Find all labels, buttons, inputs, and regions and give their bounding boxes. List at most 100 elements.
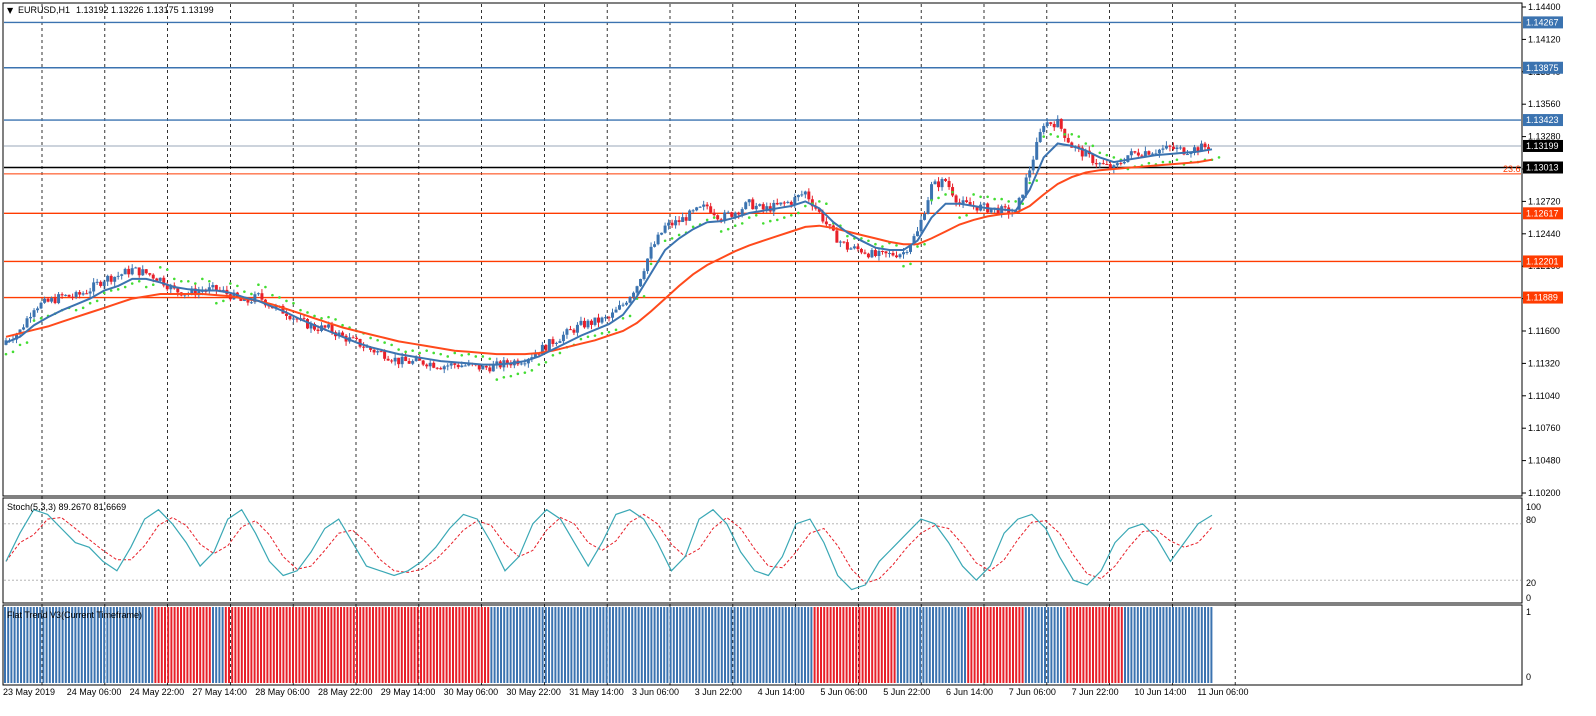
flat-trend-bar bbox=[1082, 607, 1085, 683]
parabolic-sar-dot bbox=[292, 301, 295, 305]
candle-body bbox=[961, 200, 965, 204]
candle-body bbox=[723, 212, 727, 222]
time-tick-label: 29 May 14:00 bbox=[381, 687, 436, 697]
candle-body bbox=[646, 258, 650, 272]
flat-trend-bar bbox=[199, 607, 202, 683]
flat-trend-bar bbox=[458, 607, 461, 683]
flat-trend-bar bbox=[848, 607, 851, 683]
parabolic-sar-dot bbox=[306, 311, 309, 314]
candle-body bbox=[1206, 147, 1210, 150]
flat-trend-bar bbox=[701, 607, 704, 683]
flat-trend-bar bbox=[138, 607, 141, 683]
flat-trend-bar bbox=[653, 607, 656, 683]
candle-body bbox=[712, 212, 716, 216]
parabolic-sar-dot bbox=[474, 355, 478, 358]
parabolic-sar-dot bbox=[663, 239, 667, 243]
flat-trend-bar bbox=[1152, 607, 1155, 683]
candle-body bbox=[330, 324, 334, 333]
candle-body bbox=[1028, 170, 1032, 178]
price-level-badge bbox=[1523, 16, 1563, 29]
flat-trend-bar bbox=[1140, 607, 1142, 683]
flat-trend-bar bbox=[448, 607, 451, 683]
flat-trend-bar bbox=[416, 607, 419, 683]
flat-trend-bar bbox=[743, 607, 746, 683]
parabolic-sar-dot bbox=[740, 222, 744, 225]
candle-body bbox=[537, 353, 541, 355]
flat-trend-bar bbox=[989, 607, 992, 683]
flat-trend-bar bbox=[1184, 607, 1187, 683]
flat-trend-bar bbox=[791, 607, 794, 683]
price-panel[interactable] bbox=[2, 2, 1523, 497]
flat-trend-bar bbox=[733, 607, 736, 683]
candle-body bbox=[653, 244, 657, 247]
flat-trend-bar bbox=[640, 607, 643, 683]
chart-dropdown-icon[interactable]: ▼ bbox=[7, 6, 14, 15]
flat-trend-bar bbox=[16, 607, 19, 683]
flat-trend-bar bbox=[1124, 607, 1126, 683]
candle-body bbox=[568, 329, 572, 331]
candle-body bbox=[39, 302, 43, 309]
parabolic-sar-dot bbox=[881, 245, 884, 248]
candle-body bbox=[737, 212, 741, 215]
parabolic-sar-dot bbox=[937, 196, 940, 200]
candle-body bbox=[954, 195, 958, 203]
parabolic-sar-dot bbox=[902, 264, 905, 268]
candle-body bbox=[302, 318, 306, 320]
candle-body bbox=[702, 204, 706, 207]
parabolic-sar-dot bbox=[376, 338, 379, 342]
flat-trend-bar bbox=[173, 607, 176, 683]
flat-trend-bar bbox=[730, 607, 733, 683]
stoch-panel[interactable] bbox=[2, 497, 1523, 604]
flat-trend-bar bbox=[1050, 607, 1053, 683]
candle-body bbox=[1084, 150, 1088, 157]
price-level-badge-label: 1.13423 bbox=[1526, 115, 1559, 125]
flat-trend-bar bbox=[1188, 607, 1190, 683]
candle-body bbox=[894, 255, 898, 258]
flat-trend-bar bbox=[967, 607, 970, 683]
candle-body bbox=[442, 366, 446, 370]
parabolic-sar-dot bbox=[951, 190, 954, 194]
flat-trend-bar bbox=[461, 607, 464, 683]
parabolic-sar-dot bbox=[965, 213, 968, 217]
flat-trend-bar bbox=[1101, 607, 1104, 683]
parabolic-sar-dot bbox=[586, 335, 590, 339]
candle-body bbox=[740, 209, 744, 215]
flat-trend-bar bbox=[1172, 607, 1174, 683]
candle-body bbox=[670, 222, 674, 226]
parabolic-sar-dot bbox=[369, 336, 372, 340]
parabolic-sar-dot bbox=[32, 319, 36, 322]
flat-trend-bar bbox=[628, 607, 630, 683]
candle-body bbox=[1175, 147, 1179, 150]
parabolic-sar-dot bbox=[502, 375, 506, 379]
candle-body bbox=[239, 297, 243, 301]
candle-body bbox=[582, 320, 586, 328]
price-tick-label: 1.11040 bbox=[1528, 391, 1560, 401]
flat-trend-bar bbox=[320, 607, 323, 683]
candle-body bbox=[435, 367, 439, 369]
flat-trend-bar bbox=[250, 607, 253, 683]
candle-body bbox=[81, 293, 85, 295]
flat-trend-bar bbox=[1047, 607, 1050, 683]
flat-trend-bar bbox=[938, 607, 941, 683]
flat-trend-bar bbox=[231, 607, 234, 683]
flat-trend-bar bbox=[378, 607, 381, 683]
parabolic-sar-dot bbox=[607, 330, 611, 334]
flat-trend-bar bbox=[244, 607, 246, 683]
flat-trend-bar bbox=[896, 607, 899, 683]
flat-trend-bar bbox=[71, 607, 74, 683]
candle-body bbox=[158, 277, 162, 281]
flat-trend-bar bbox=[298, 607, 301, 683]
candle-body bbox=[449, 363, 453, 366]
flat-trend-bar bbox=[685, 607, 688, 683]
flat-trend-bar bbox=[624, 607, 627, 683]
flat-trend-bar bbox=[944, 607, 947, 683]
candle-body bbox=[477, 364, 481, 370]
candle-body bbox=[281, 305, 285, 314]
candle-body bbox=[561, 334, 565, 342]
candle-body bbox=[404, 356, 408, 362]
candle-body bbox=[1112, 165, 1116, 169]
flat-trend-bar bbox=[890, 607, 893, 683]
candle-body bbox=[824, 221, 828, 225]
flat-trend-bar bbox=[13, 607, 16, 683]
